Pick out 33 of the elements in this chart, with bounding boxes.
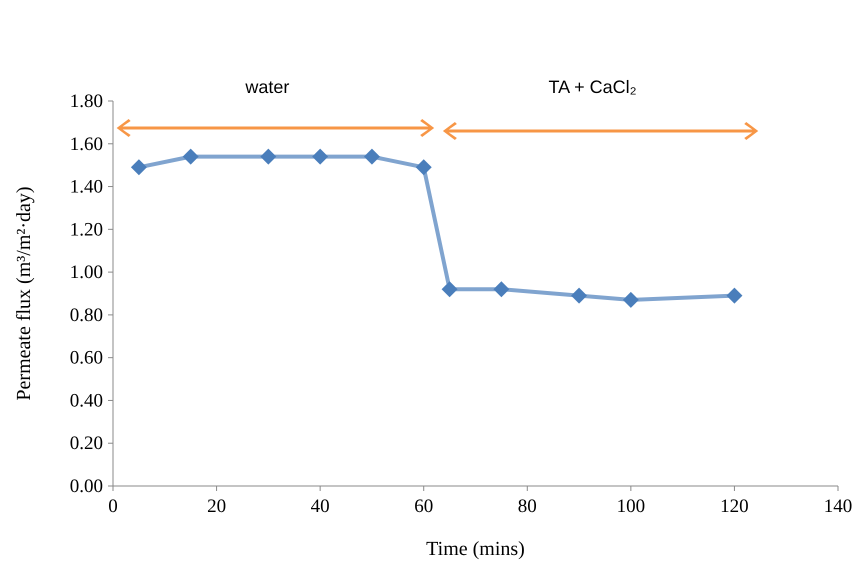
point	[571, 288, 588, 304]
y-axis-title: Permeate flux (m³/m²·day)	[13, 186, 35, 401]
point	[442, 281, 458, 298]
point	[312, 148, 328, 165]
point	[493, 281, 510, 298]
x-tick-label: 0	[108, 496, 118, 517]
x-tick-label: 120	[720, 496, 749, 517]
point	[622, 292, 639, 308]
point	[364, 148, 380, 165]
y-tick-label: 1.80	[70, 91, 103, 112]
point	[182, 148, 199, 165]
x-tick-label: 140	[824, 496, 852, 517]
point	[726, 288, 742, 304]
x-tick-label: 40	[310, 496, 330, 517]
y-tick-label: 1.00	[70, 262, 103, 284]
y-tick-label: 0.20	[70, 433, 103, 454]
x-tick-label: 60	[414, 496, 434, 517]
y-tick-label: 0.00	[70, 476, 103, 497]
y-tick-label: 0.60	[70, 348, 103, 369]
point	[130, 159, 147, 176]
point	[260, 148, 276, 165]
x-axis-title: Time (mins)	[426, 538, 525, 560]
x-tick-label: 100	[616, 496, 646, 517]
y-tick-label: 1.60	[70, 134, 103, 155]
y-tick-label: 1.40	[70, 176, 103, 198]
x-tick-label: 80	[518, 496, 537, 517]
text: water	[244, 77, 290, 97]
y-tick-label: 0.80	[70, 304, 103, 326]
x-tick-label: 20	[207, 496, 226, 517]
y-tick-label: 0.40	[70, 390, 103, 412]
point	[416, 159, 432, 176]
y-tick-label: 1.20	[70, 219, 103, 240]
text: TA + CaCl₂	[548, 77, 637, 97]
